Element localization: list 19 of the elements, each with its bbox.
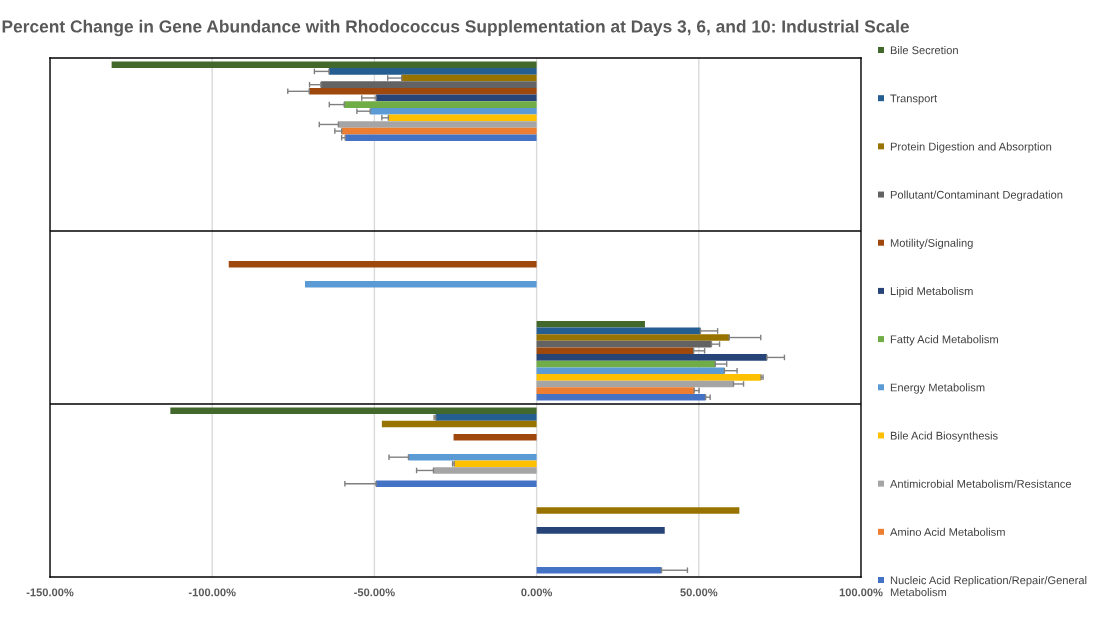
x-tick-label: 50.00% bbox=[680, 588, 718, 597]
legend-label: Bile Secretion bbox=[890, 46, 958, 55]
x-tick-label: -150.00% bbox=[26, 588, 74, 597]
chart-title: Percent Change in Gene Abundance with Rhodococcus Supplementation at Days 3, 6, and 10: Industrial Scale bbox=[2, 19, 909, 37]
legend-label: Bile Acid Biosynthesis bbox=[890, 431, 998, 442]
legend-label: Antimicrobial Metabolism/Resistance bbox=[890, 479, 1072, 488]
legend-label: Energy Metabolism bbox=[890, 383, 985, 394]
legend-label: Pollutant/Contaminant Degradation bbox=[890, 190, 1063, 201]
x-tick-label: 100.00% bbox=[839, 588, 883, 597]
legend-label: Nucleic Acid Replication/Repair/General Metabolism bbox=[890, 576, 1087, 597]
legend-label: Fatty Acid Metabolism bbox=[890, 335, 998, 346]
legend-label: Amino Acid Metabolism bbox=[890, 527, 1005, 536]
legend-label: Motility/Signaling bbox=[890, 238, 973, 250]
legend-label: Lipid Metabolism bbox=[890, 286, 973, 298]
legend-label: Transport bbox=[890, 94, 938, 105]
x-tick-label: -100.00% bbox=[188, 588, 236, 597]
x-tick-label: 0.00% bbox=[521, 588, 553, 597]
x-tick-label: -50.00% bbox=[354, 588, 395, 597]
legend-label: Protein Digestion and Absorption bbox=[890, 142, 1052, 153]
